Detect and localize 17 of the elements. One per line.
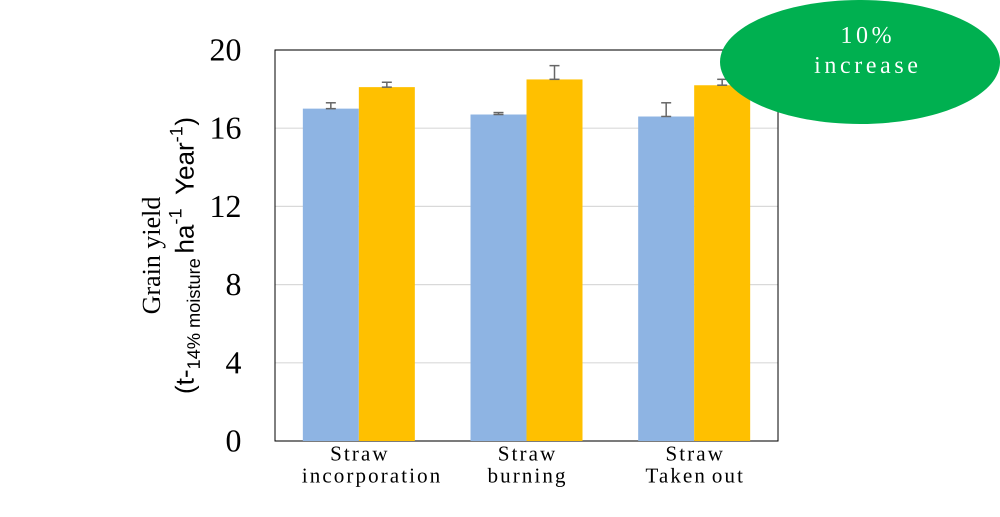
x-tick-label: Straw burning	[488, 446, 566, 487]
y-tick-label: 0	[226, 430, 240, 452]
bar	[358, 87, 415, 441]
y-tick-label: 8	[226, 274, 240, 296]
y-tick-label: 12	[212, 196, 240, 217]
bar	[694, 85, 750, 441]
bar	[638, 116, 694, 441]
bar	[526, 79, 583, 441]
y-tick-label: 16	[212, 117, 241, 139]
y-tick-label: 4	[226, 352, 241, 374]
y-tick-label: 20	[210, 39, 240, 61]
x-tick-label: Straw Taken out	[646, 446, 743, 483]
y-axis-title: $\begin{array}{c}\text{Grain yield}\\ \textsf{(t-}_{\textsf{14\% moisture}}\,\textsf{ha}^{\textsf{-1}}\ \ \textsf{Year}^{\textsf{-1}}\textsf{)}\end{array}$	[142, 118, 200, 392]
x-tick-label: Straw incorporation	[302, 446, 440, 487]
bar	[470, 114, 527, 441]
bar	[302, 108, 359, 441]
text: 10% increase	[814, 26, 918, 74]
